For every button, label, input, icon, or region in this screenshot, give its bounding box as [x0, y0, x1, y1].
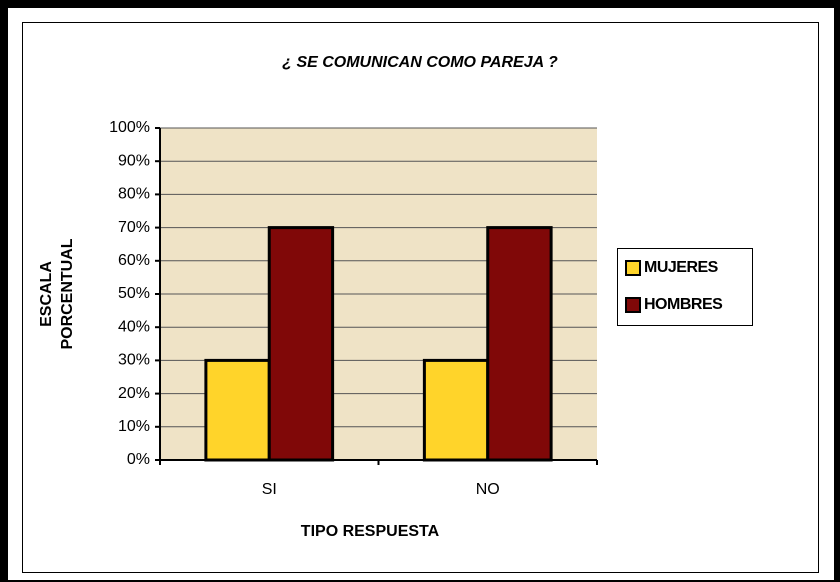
y-tick-label: 30%: [118, 352, 150, 369]
y-axis-label-line: ESCALA: [38, 261, 55, 327]
y-tick-label: 50%: [118, 285, 150, 302]
y-tick-label: 60%: [118, 252, 150, 269]
y-tick-label: 100%: [109, 119, 150, 136]
y-tick-label: 40%: [118, 318, 150, 335]
y-tick-label: 0%: [127, 451, 150, 468]
bar: [422, 358, 490, 462]
bar: [486, 226, 553, 462]
y-axis-label: ESCALA PORCENTUAL: [38, 238, 76, 349]
bar: [204, 358, 271, 462]
chart-title: ¿ SE COMUNICAN COMO PAREJA ?: [282, 54, 558, 71]
y-axis-label-line: PORCENTUAL: [59, 238, 76, 349]
y-tick-label: 90%: [118, 152, 150, 169]
x-tick-label: NO: [476, 481, 500, 498]
x-tick-label: SI: [262, 481, 277, 498]
legend-swatch: [625, 260, 641, 276]
y-tick-label: 20%: [118, 385, 150, 402]
legend-swatch: [625, 297, 641, 313]
legend-label: MUJERES: [644, 259, 719, 276]
y-tick-label: 80%: [118, 186, 150, 203]
legend-label: HOMBRES: [644, 296, 723, 313]
y-tick-label: 70%: [118, 219, 150, 236]
y-tick-label: 10%: [118, 418, 150, 435]
bar: [267, 226, 335, 462]
x-axis-label: TIPO RESPUESTA: [301, 523, 440, 540]
